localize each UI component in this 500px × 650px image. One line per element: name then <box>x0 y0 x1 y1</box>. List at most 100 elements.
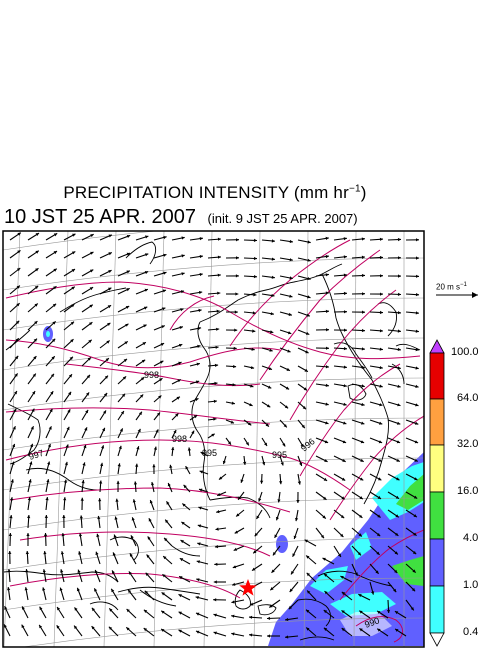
wind-arrow <box>189 380 200 385</box>
wind-arrow <box>167 482 173 493</box>
isobar-label: 998 <box>172 434 187 444</box>
wind-arrow <box>323 609 335 619</box>
wind-arrow <box>153 429 159 439</box>
wind-arrow <box>225 256 240 260</box>
wind-arrow <box>358 610 371 619</box>
wind-arrow <box>405 545 417 555</box>
wind-arrow <box>24 587 29 601</box>
wind-arrow <box>153 325 166 331</box>
wind-arrow <box>27 250 40 259</box>
wind-arrow <box>279 455 284 466</box>
wind-arrow <box>21 624 29 637</box>
longitude-line <box>53 231 69 647</box>
reference-arrow-head <box>472 292 478 298</box>
wind-arrow <box>189 308 202 313</box>
wind-arrow <box>180 539 191 547</box>
legend-label-16: 16.0 <box>457 485 479 497</box>
wind-arrow <box>218 473 227 481</box>
wind-arrow <box>42 587 47 601</box>
wind-arrow <box>27 267 39 277</box>
wind-arrow <box>117 340 129 349</box>
wind-arrow <box>333 237 347 241</box>
wind-arrow <box>171 379 182 385</box>
wind-arrow <box>27 338 38 349</box>
wind-arrow <box>3 624 11 637</box>
wind-arrow <box>63 268 76 277</box>
wind-arrow <box>189 254 203 259</box>
latitude-line <box>3 457 424 491</box>
wind-arrow <box>261 293 275 298</box>
reference-vector <box>436 292 478 298</box>
wind-arrow <box>387 473 400 481</box>
wind-arrow <box>351 491 364 500</box>
wind-arrow <box>27 408 35 421</box>
wind-arrow <box>45 497 49 511</box>
wind-arrow <box>178 575 191 583</box>
wind-arrow <box>323 627 335 637</box>
wind-arrow <box>169 464 173 475</box>
wind-arrow <box>261 275 275 279</box>
wind-arrow <box>231 632 245 637</box>
wind-arrow <box>405 509 418 518</box>
wind-arrow <box>351 401 365 407</box>
wind-arrow <box>351 347 365 351</box>
wind-arrow <box>288 599 299 610</box>
wind-arrow <box>189 430 195 439</box>
wind-arrow <box>214 545 227 549</box>
wind-arrow <box>27 497 31 511</box>
wind-arrow <box>207 255 222 259</box>
wind-arrow <box>405 491 418 499</box>
wind-arrow <box>199 470 209 475</box>
wind-arrow <box>144 590 155 601</box>
legend-label-4: 4.0 <box>463 532 479 544</box>
wind-arrow <box>333 365 347 369</box>
wind-arrow <box>207 309 220 313</box>
wind-arrow <box>135 253 149 259</box>
wind-arrow <box>279 419 288 428</box>
wind-arrow <box>153 235 167 241</box>
wind-arrow <box>45 303 57 313</box>
wind-arrow <box>189 326 202 331</box>
wind-arrow <box>256 509 263 520</box>
wind-arrow <box>153 307 166 313</box>
wind-arrow <box>279 329 292 335</box>
wind-arrow <box>45 461 51 475</box>
wind-arrow <box>207 273 221 277</box>
wind-arrow <box>333 401 347 406</box>
wind-arrow <box>387 527 399 537</box>
wind-arrow <box>293 527 299 540</box>
wind-arrow <box>285 617 299 622</box>
wind-arrow <box>297 275 311 281</box>
wind-arrow <box>91 625 101 637</box>
wind-arrow <box>266 616 281 620</box>
wind-arrow <box>207 345 219 349</box>
wind-arrow <box>114 516 119 529</box>
wind-arrow <box>271 563 281 574</box>
wind-arrow <box>94 569 101 583</box>
wind-arrow <box>9 232 22 241</box>
wind-arrow <box>130 535 137 547</box>
wind-arrow <box>189 290 203 295</box>
wind-arrow <box>333 491 346 500</box>
legend-band-64-100 <box>429 352 445 400</box>
wind-arrow <box>261 383 272 389</box>
wind-arrow <box>254 527 263 537</box>
wind-arrow <box>171 254 185 259</box>
wind-arrow <box>179 557 191 565</box>
wind-arrow <box>45 390 54 403</box>
wind-arrow <box>110 588 119 601</box>
wind-arrow <box>333 383 347 388</box>
wind-arrow <box>333 255 347 259</box>
wind-arrow <box>279 311 293 316</box>
wind-arrow <box>27 373 37 385</box>
wind-arrow <box>161 591 173 601</box>
latitude-line <box>3 497 424 531</box>
latitude-line <box>3 537 424 571</box>
wind-arrow <box>44 514 48 529</box>
wind-arrow <box>198 506 209 511</box>
wind-arrow <box>231 599 245 604</box>
wind-arrow <box>405 347 419 352</box>
wind-arrow <box>297 365 309 373</box>
wind-arrow <box>207 381 218 385</box>
wind-arrow <box>225 346 237 350</box>
